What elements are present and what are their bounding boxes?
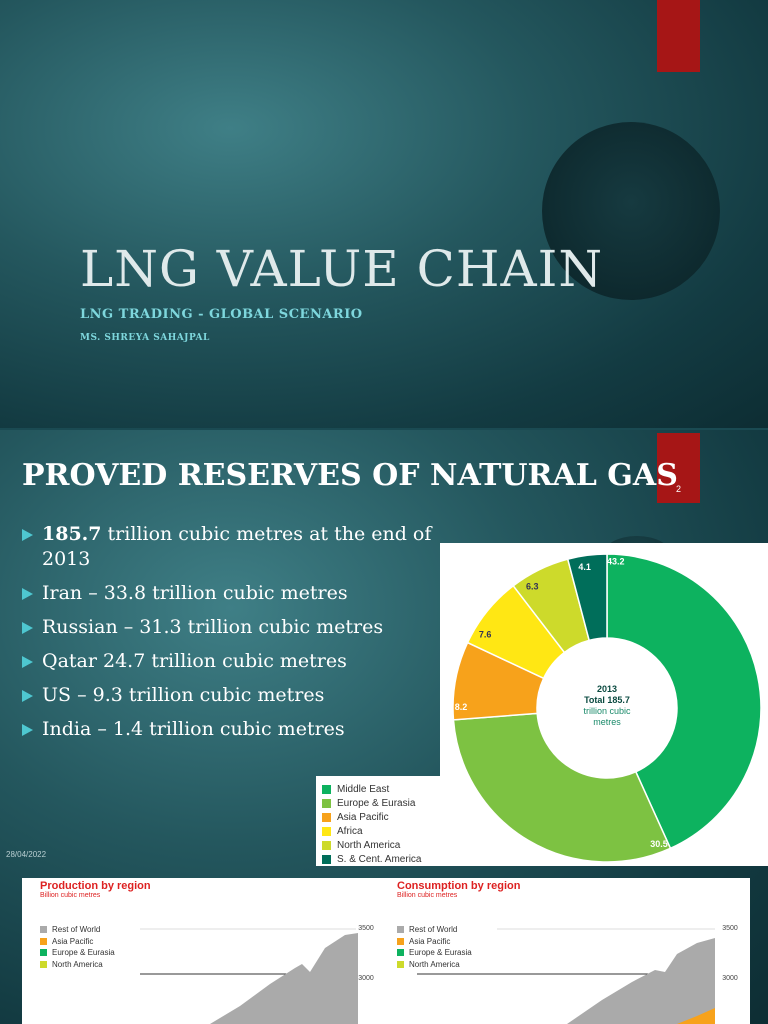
dark-circle-decoration: [542, 122, 720, 300]
legend-swatch: [322, 840, 331, 850]
reserves-slide: 2 PROVED RESERVES OF NATURAL GAS 185.7 t…: [0, 430, 768, 1024]
legend-swatch: [397, 949, 404, 957]
bullet-list: 185.7 trillion cubic metres at the end o…: [22, 522, 442, 751]
slide-subtitle: LNG TRADING - GLOBAL SCENARIO: [80, 307, 363, 322]
legend-swatch: [397, 937, 404, 945]
y-tick-label: 3000: [358, 975, 374, 982]
legend-item: Middle East: [322, 782, 440, 796]
chart-unit: Billion cubic metres: [40, 892, 101, 899]
legend-swatch: [322, 784, 331, 794]
bullet-item: 185.7 trillion cubic metres at the end o…: [22, 522, 442, 572]
donut-value-label: 43.2: [607, 557, 625, 567]
legend-swatch: [322, 812, 331, 822]
donut-slice: [566, 553, 608, 642]
legend-swatch: [40, 960, 47, 968]
legend-item: Europe & Eurasia: [322, 796, 440, 810]
donut-value-label: 6.3: [526, 582, 539, 592]
donut-slice: [606, 553, 762, 850]
donut-center-label: Total 185.7: [584, 695, 630, 705]
area-charts-panel: Production by region Billion cubic metre…: [22, 878, 750, 1024]
legend-swatch: [322, 854, 331, 864]
legend-item: Europe & Eurasia: [40, 947, 115, 959]
legend-swatch: [40, 949, 47, 957]
chart-unit: Billion cubic metres: [397, 892, 458, 899]
production-area-plot: 3500 3000: [140, 925, 374, 1024]
donut-center-label: 2013: [597, 684, 617, 694]
donut-legend: Middle East Europe & Eurasia Asia Pacifi…: [316, 776, 440, 866]
legend-item: S. & Cent. America: [322, 852, 440, 866]
asia-pacific-area: [677, 1008, 715, 1024]
donut-value-label: 30.5: [650, 839, 668, 849]
chart-title: Consumption by region: [397, 880, 521, 892]
legend-item: North America: [40, 959, 115, 971]
legend-item: Asia Pacific: [40, 936, 115, 948]
legend-swatch: [40, 937, 47, 945]
slide-title: PROVED RESERVES OF NATURAL GAS: [22, 458, 678, 493]
legend-swatch: [397, 960, 404, 968]
rest-of-world-area: [210, 933, 358, 1024]
bullet-item: Qatar 24.7 trillion cubic metres: [22, 649, 442, 674]
legend-item: North America: [397, 959, 472, 971]
legend-swatch: [322, 826, 331, 836]
donut-center-label: metres: [593, 717, 621, 727]
red-accent-tab: [657, 0, 700, 72]
donut-value-label: 8.2: [455, 702, 468, 712]
rest-of-world-area: [567, 938, 715, 1024]
slide-date: 28/04/2022: [6, 850, 47, 859]
legend-item: North America: [322, 838, 440, 852]
donut-center-label: trillion cubic: [583, 706, 631, 716]
title-slide: LNG VALUE CHAIN LNG TRADING - GLOBAL SCE…: [0, 0, 768, 428]
legend-item: Rest of World: [397, 924, 472, 936]
page-number: 2: [657, 433, 700, 503]
bullet-item: Russian – 31.3 trillion cubic metres: [22, 615, 442, 640]
slide-author: MS. SHREYA SAHAJPAL: [80, 333, 210, 343]
legend-item: Asia Pacific: [322, 810, 440, 824]
donut-slice: [452, 712, 672, 863]
donut-value-label: 7.6: [479, 630, 492, 640]
chart-legend: Rest of World Asia Pacific Europe & Eura…: [40, 924, 115, 970]
slide-title: LNG VALUE CHAIN: [80, 240, 604, 298]
donut-chart-panel: 43.2 30.5 8.2 7.6 6.3 4.1 2013 Total 185.7 trill…: [440, 543, 768, 866]
legend-item: Europe & Eurasia: [397, 947, 472, 959]
legend-item: Rest of World: [40, 924, 115, 936]
chart-legend: Rest of World Asia Pacific Europe & Eura…: [397, 924, 472, 970]
bullet-item: India – 1.4 trillion cubic metres: [22, 717, 442, 742]
y-tick-label: 3500: [722, 925, 738, 932]
consumption-area-plot: 3500 3000: [417, 925, 738, 1024]
legend-item: Asia Pacific: [397, 936, 472, 948]
legend-swatch: [40, 926, 47, 934]
production-chart: Production by region Billion cubic metre…: [40, 880, 380, 1024]
legend-swatch: [322, 798, 331, 808]
bullet-item: Iran – 33.8 trillion cubic metres: [22, 581, 442, 606]
chart-title: Production by region: [40, 880, 151, 892]
consumption-chart: Consumption by region Billion cubic metr…: [397, 880, 742, 1024]
donut-value-label: 4.1: [578, 562, 591, 572]
bullet-item: US – 9.3 trillion cubic metres: [22, 683, 442, 708]
legend-item: Africa: [322, 824, 440, 838]
y-tick-label: 3000: [722, 975, 738, 982]
y-tick-label: 3500: [358, 925, 374, 932]
legend-swatch: [397, 926, 404, 934]
